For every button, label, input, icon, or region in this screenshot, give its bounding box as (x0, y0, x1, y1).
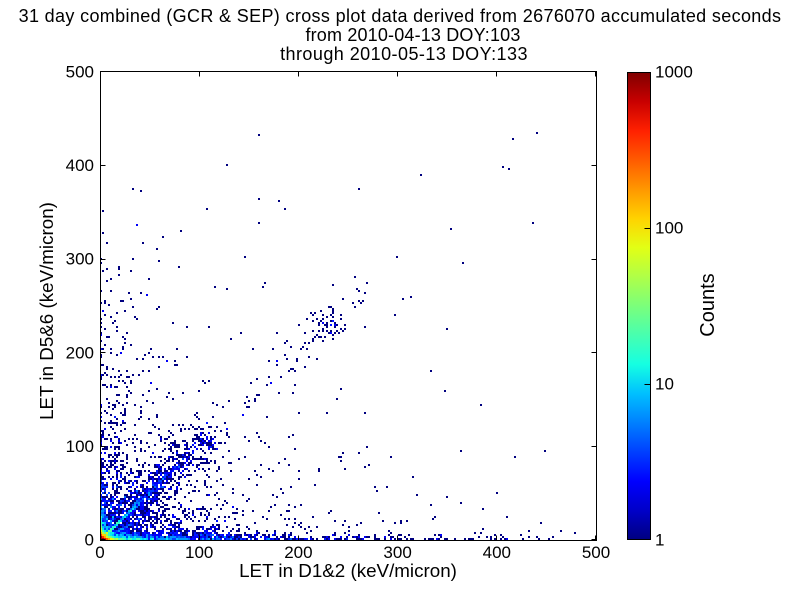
svg-text:1000: 1000 (655, 63, 693, 82)
svg-text:31 day combined (GCR & SEP) cr: 31 day combined (GCR & SEP) cross plot d… (19, 6, 782, 26)
svg-text:100: 100 (66, 437, 94, 456)
svg-text:from 2010-04-13 DOY:103: from 2010-04-13 DOY:103 (305, 25, 520, 45)
svg-text:0: 0 (95, 543, 104, 562)
svg-text:400: 400 (66, 156, 94, 175)
svg-text:Counts: Counts (697, 273, 719, 336)
svg-text:100: 100 (655, 219, 683, 238)
svg-text:500: 500 (66, 63, 94, 82)
svg-text:through 2010-05-13 DOY:133: through 2010-05-13 DOY:133 (280, 44, 528, 64)
svg-text:400: 400 (483, 543, 511, 562)
svg-text:500: 500 (582, 543, 610, 562)
svg-text:0: 0 (85, 531, 94, 550)
svg-text:300: 300 (383, 543, 411, 562)
svg-text:1: 1 (655, 531, 664, 550)
svg-text:LET in D1&2 (keV/micron): LET in D1&2 (keV/micron) (239, 560, 457, 581)
svg-text:100: 100 (185, 543, 213, 562)
svg-text:200: 200 (284, 543, 312, 562)
svg-text:200: 200 (66, 343, 94, 362)
svg-text:LET in D5&6 (keV/micron): LET in D5&6 (keV/micron) (36, 202, 57, 420)
svg-text:300: 300 (66, 250, 94, 269)
svg-text:10: 10 (655, 375, 674, 394)
